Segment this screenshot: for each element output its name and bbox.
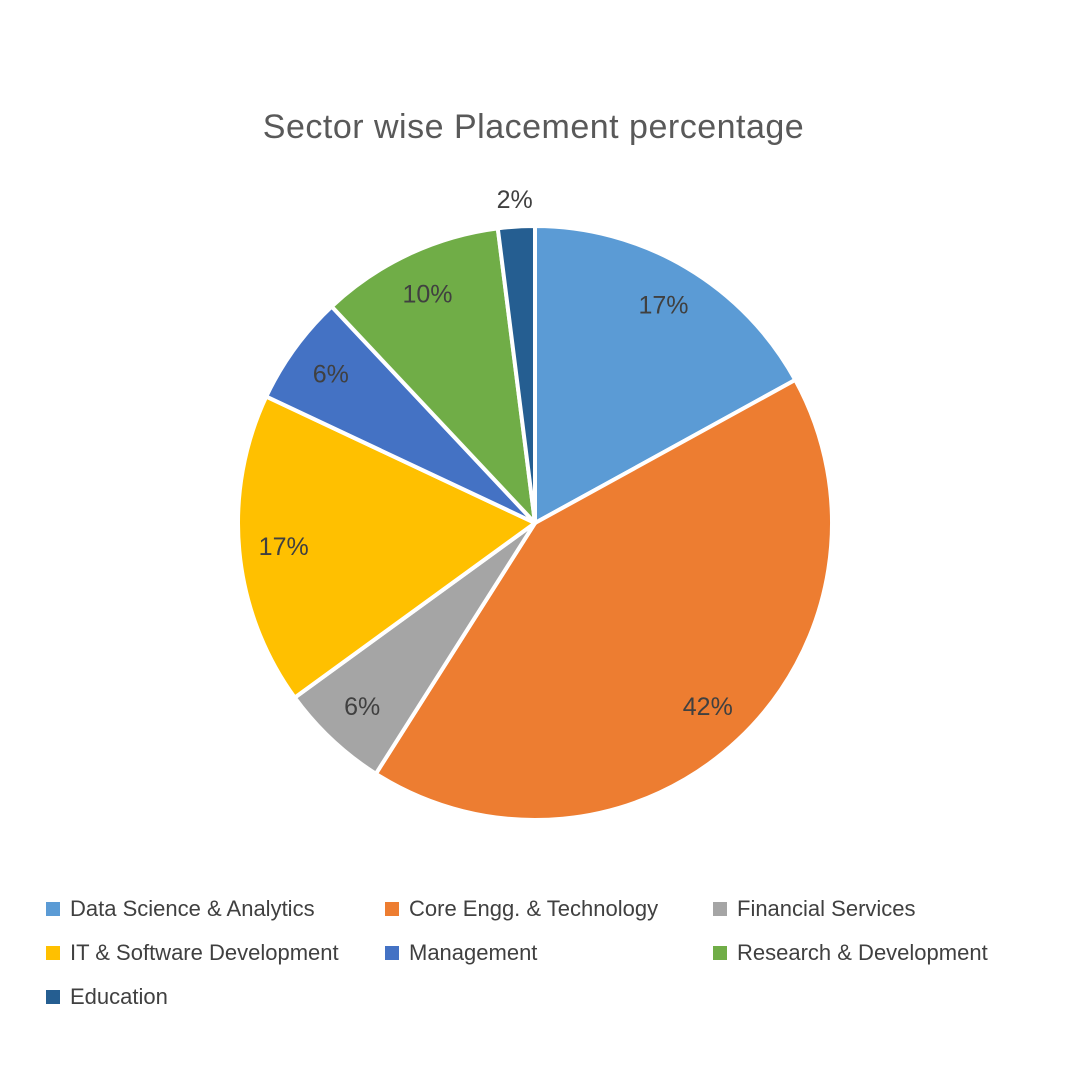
legend-label: Management bbox=[409, 940, 538, 965]
legend-label: Data Science & Analytics bbox=[70, 896, 315, 921]
pie-chart: 17% 42% 6% 17% 6% 10% 2% bbox=[236, 186, 834, 822]
legend-swatch-icon bbox=[385, 902, 399, 916]
legend-item-7: Education bbox=[46, 984, 385, 1010]
legend-label: Core Engg. & Technology bbox=[409, 896, 659, 921]
pie-slice-7 bbox=[495, 224, 537, 525]
legend-item-3: Financial Services bbox=[713, 896, 1036, 922]
pie-data-label-5: 6% bbox=[313, 361, 349, 389]
legend-swatch-icon bbox=[713, 946, 727, 960]
legend-swatch-icon bbox=[46, 946, 60, 960]
pie-data-label-1: 17% bbox=[638, 292, 688, 320]
legend-item-4: IT & Software Development bbox=[46, 940, 385, 966]
legend-swatch-icon bbox=[713, 902, 727, 916]
legend-item-1: Data Science & Analytics bbox=[46, 896, 385, 922]
pie-data-label-3: 6% bbox=[344, 693, 380, 721]
legend-swatch-icon bbox=[385, 946, 399, 960]
legend-item-2: Core Engg. & Technology bbox=[385, 896, 713, 922]
pie-data-label-4: 17% bbox=[259, 533, 309, 561]
legend-label: IT & Software Development bbox=[70, 940, 339, 965]
legend-label: Financial Services bbox=[737, 896, 916, 921]
legend-item-6: Research & Development bbox=[713, 940, 1036, 966]
legend: Data Science & Analytics Core Engg. & Tec… bbox=[46, 896, 1036, 1010]
pie-data-label-7: 2% bbox=[497, 186, 533, 214]
pie-slice-4 bbox=[236, 394, 537, 700]
legend-label: Research & Development bbox=[737, 940, 988, 965]
legend-label: Education bbox=[70, 984, 168, 1009]
pie-data-label-2: 42% bbox=[683, 693, 733, 721]
chart-title: Sector wise Placement percentage bbox=[262, 108, 805, 146]
legend-item-5: Management bbox=[385, 940, 713, 966]
legend-swatch-icon bbox=[46, 902, 60, 916]
legend-swatch-icon bbox=[46, 990, 60, 1004]
pie-data-label-6: 10% bbox=[402, 281, 452, 309]
pie-slice-2 bbox=[373, 377, 834, 822]
pie-slice-6 bbox=[329, 226, 537, 525]
pie-slice-1 bbox=[533, 224, 798, 525]
